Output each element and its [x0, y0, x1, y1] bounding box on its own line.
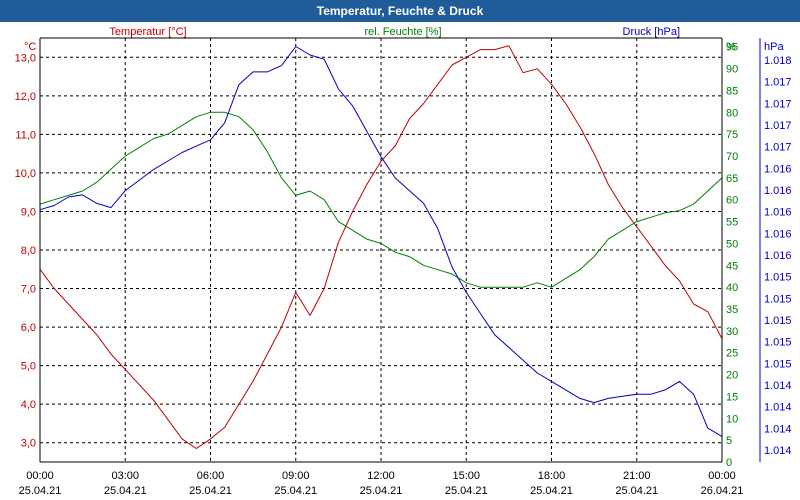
x-tick-time-label: 00:00 [708, 470, 736, 482]
temperature-tick-label: 7,0 [21, 284, 36, 296]
humidity-tick-label: 90 [726, 64, 738, 76]
pressure-tick-label: 1.015 [764, 315, 792, 327]
pressure-tick-label: 1.015 [764, 337, 792, 349]
pressure-tick-label: 1.016 [764, 228, 792, 240]
x-tick-date-label: 25.04.21 [189, 485, 232, 497]
x-tick-date-label: 25.04.21 [530, 485, 573, 497]
humidity-tick-label: 0 [726, 457, 732, 469]
temperature-tick-label: 9,0 [21, 206, 36, 218]
pressure-tick-label: 1.017 [764, 77, 792, 89]
humidity-tick-label: 65 [726, 173, 738, 185]
temperature-tick-label: 10,0 [15, 168, 36, 180]
series-line-temperature [39, 45, 723, 449]
x-tick-date-label: 26.04.21 [701, 485, 744, 497]
humidity-tick-label: 20 [726, 370, 738, 382]
x-tick-date-label: 25.04.21 [104, 485, 147, 497]
grid-layer [40, 38, 722, 462]
humidity-tick-label: 25 [726, 348, 738, 360]
pressure-unit-label: hPa [764, 41, 784, 53]
pressure-tick-label: 1.017 [764, 142, 792, 154]
humidity-tick-label: 60 [726, 195, 738, 207]
x-tick-time-label: 03:00 [111, 470, 139, 482]
temperature-tick-label: 12,0 [15, 91, 36, 103]
pressure-tick-label: 1.015 [764, 272, 792, 284]
temperature-tick-label: 8,0 [21, 245, 36, 257]
humidity-tick-label: 45 [726, 260, 738, 272]
x-tick-date-label: 25.04.21 [445, 485, 488, 497]
pressure-tick-label: 1.016 [764, 163, 792, 175]
pressure-tick-label: 1.016 [764, 185, 792, 197]
humidity-tick-label: 5 [726, 435, 732, 447]
chart-title: Temperatur, Feuchte & Druck [0, 0, 800, 22]
pressure-tick-label: 1.014 [764, 445, 792, 457]
pressure-tick-label: 1.016 [764, 250, 792, 262]
series-line-pressure [39, 46, 723, 438]
humidity-tick-label: 85 [726, 85, 738, 97]
x-tick-time-label: 21:00 [623, 470, 651, 482]
temperature-unit-label: °C [24, 41, 36, 53]
temperature-tick-label: 6,0 [21, 322, 36, 334]
humidity-tick-label: 40 [726, 282, 738, 294]
humidity-tick-label: 30 [726, 326, 738, 338]
temperature-tick-label: 3,0 [21, 438, 36, 450]
pressure-tick-label: 1.015 [764, 293, 792, 305]
x-tick-time-label: 06:00 [197, 470, 225, 482]
series-line-humidity [39, 111, 723, 288]
temperature-tick-label: 5,0 [21, 361, 36, 373]
pressure-tick-label: 1.018 [764, 55, 792, 67]
humidity-axis-title: rel. Feuchte [%] [364, 26, 441, 38]
humidity-tick-label: 10 [726, 413, 738, 425]
pressure-axis-title: Druck [hPa] [623, 26, 680, 38]
x-tick-time-label: 18:00 [538, 470, 566, 482]
pressure-tick-label: 1.014 [764, 423, 792, 435]
temperature-tick-label: 11,0 [15, 129, 36, 141]
humidity-tick-label: 80 [726, 107, 738, 119]
humidity-tick-label: 75 [726, 129, 738, 141]
x-tick-time-label: 12:00 [367, 470, 395, 482]
pressure-tick-label: 1.017 [764, 120, 792, 132]
humidity-tick-label: 70 [726, 151, 738, 163]
pressure-tick-label: 1.017 [764, 98, 792, 110]
pressure-tick-label: 1.016 [764, 207, 792, 219]
humidity-tick-label: 15 [726, 391, 738, 403]
temperature-tick-label: 13,0 [15, 52, 36, 64]
pressure-tick-label: 1.014 [764, 380, 792, 392]
axes-layer [39, 37, 761, 463]
x-tick-time-label: 09:00 [282, 470, 310, 482]
humidity-tick-label: 95 [726, 42, 738, 54]
x-tick-date-label: 25.04.21 [19, 485, 62, 497]
humidity-unit-label: % [726, 41, 736, 53]
humidity-tick-label: 35 [726, 304, 738, 316]
x-tick-date-label: 25.04.21 [615, 485, 658, 497]
temperature-axis-title: Temperatur [°C] [109, 26, 186, 38]
x-tick-time-label: 00:00 [26, 470, 54, 482]
x-tick-date-label: 25.04.21 [360, 485, 403, 497]
pressure-tick-label: 1.015 [764, 358, 792, 370]
x-tick-date-label: 25.04.21 [274, 485, 317, 497]
series-layer [39, 45, 723, 449]
temperature-tick-label: 4,0 [21, 399, 36, 411]
labels-layer: 3,0 4,0 5,0 6,0 7,0 8,0 9,0 10,0 11,0 12,0 13,0°C 0… [15, 26, 792, 497]
humidity-tick-label: 50 [726, 238, 738, 250]
pressure-tick-label: 1.014 [764, 402, 792, 414]
humidity-tick-label: 55 [726, 217, 738, 229]
x-tick-time-label: 15:00 [452, 470, 480, 482]
